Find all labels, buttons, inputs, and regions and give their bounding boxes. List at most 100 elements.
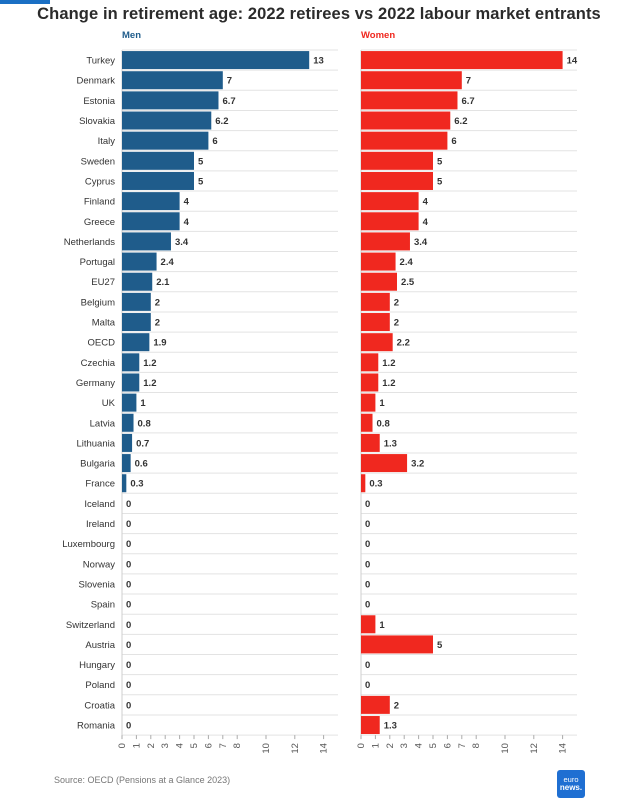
women-bar	[361, 192, 419, 211]
men-axis-tick-label: 8	[232, 743, 243, 748]
category-label: Croatia	[84, 700, 115, 711]
men-bar	[122, 212, 180, 231]
women-value-label: 14	[567, 56, 578, 67]
category-label: Turkey	[86, 56, 115, 67]
women-bar	[361, 353, 379, 372]
women-axis-tick-label: 1	[370, 743, 381, 748]
women-axis-tick-label: 5	[428, 743, 439, 748]
women-value-label: 3.2	[411, 459, 424, 470]
category-label: Sweden	[81, 156, 115, 167]
men-value-label: 0	[126, 660, 131, 671]
men-bar	[122, 292, 151, 311]
women-bar	[361, 232, 410, 251]
category-label: OECD	[88, 338, 116, 349]
men-bar	[122, 51, 310, 70]
men-value-label: 0	[126, 539, 131, 550]
category-label: Netherlands	[64, 237, 115, 248]
women-axis-tick-label: 6	[442, 743, 453, 748]
women-bar	[361, 474, 366, 493]
women-value-label: 2.5	[401, 277, 415, 288]
logo-line-2: news.	[559, 783, 583, 792]
women-value-label: 0.8	[377, 418, 390, 429]
category-label: Hungary	[79, 660, 115, 671]
men-value-label: 13	[313, 56, 324, 67]
source-note: Source: OECD (Pensions at a Glance 2023)	[54, 775, 231, 785]
women-value-label: 5	[437, 176, 443, 187]
men-value-label: 6.2	[215, 116, 228, 127]
men-bar	[122, 252, 157, 271]
men-bar	[122, 433, 133, 452]
men-bar	[122, 474, 127, 493]
men-bar	[122, 232, 171, 251]
men-value-label: 0.6	[135, 459, 148, 470]
women-value-label: 1.3	[384, 438, 397, 449]
women-axis-tick-label: 14	[558, 743, 569, 754]
men-bar	[122, 373, 140, 392]
men-axis-tick-label: 6	[203, 743, 214, 748]
men-value-label: 0.8	[138, 418, 151, 429]
women-value-label: 4	[423, 197, 429, 208]
men-bar	[122, 151, 194, 170]
women-bar	[361, 393, 376, 412]
category-label: Italy	[98, 136, 116, 147]
women-bar	[361, 91, 458, 110]
men-value-label: 1.9	[153, 338, 166, 349]
category-label: Norway	[83, 559, 115, 570]
category-label: Estonia	[83, 96, 115, 107]
category-label: Switzerland	[66, 620, 115, 631]
category-label: Slovakia	[79, 116, 116, 127]
women-value-label: 2.4	[400, 257, 414, 268]
category-label: France	[85, 479, 115, 490]
women-bar	[361, 71, 462, 90]
men-value-label: 0	[126, 579, 131, 590]
men-axis-tick-label: 3	[160, 743, 171, 748]
men-value-label: 1	[140, 398, 146, 409]
category-label: Cyprus	[85, 176, 115, 187]
men-axis-tick-label: 10	[261, 743, 272, 754]
men-value-label: 4	[184, 217, 190, 228]
men-bar	[122, 192, 180, 211]
men-value-label: 2.1	[156, 277, 170, 288]
women-bar	[361, 716, 380, 735]
women-value-label: 0	[365, 680, 370, 691]
women-value-label: 2	[394, 318, 399, 329]
women-value-label: 2.2	[397, 338, 410, 349]
men-value-label: 5	[198, 156, 204, 167]
women-value-label: 0	[365, 499, 370, 510]
men-value-label: 0	[126, 600, 131, 611]
women-value-label: 1	[379, 620, 385, 631]
category-label: Iceland	[84, 499, 115, 510]
men-value-label: 6.7	[222, 96, 235, 107]
men-axis-tick-label: 14	[319, 743, 330, 754]
men-value-label: 0.7	[136, 438, 149, 449]
category-label: Slovenia	[79, 579, 116, 590]
men-bar	[122, 413, 134, 432]
women-value-label: 1.3	[384, 721, 397, 732]
men-value-label: 4	[184, 197, 190, 208]
women-value-label: 0	[365, 559, 370, 570]
category-label: Spain	[91, 600, 115, 611]
men-value-label: 0	[126, 559, 131, 570]
women-value-label: 6	[451, 136, 456, 147]
men-value-label: 0.3	[130, 479, 143, 490]
men-value-label: 6	[212, 136, 217, 147]
men-value-label: 2	[155, 318, 160, 329]
women-value-label: 0.3	[369, 479, 382, 490]
category-label: Poland	[85, 680, 115, 691]
men-bar	[122, 313, 151, 332]
men-value-label: 0	[126, 721, 131, 732]
women-bar	[361, 615, 376, 634]
chart-title: Change in retirement age: 2022 retirees …	[37, 5, 601, 23]
women-bar	[361, 171, 433, 190]
women-value-label: 7	[466, 76, 471, 87]
men-bar	[122, 393, 137, 412]
women-bar	[361, 252, 396, 271]
category-label: Greece	[84, 217, 115, 228]
women-value-label: 0	[365, 660, 370, 671]
men-value-label: 3.4	[175, 237, 189, 248]
women-value-label: 0	[365, 519, 370, 530]
women-value-label: 2	[394, 700, 399, 711]
category-label: UK	[102, 398, 116, 409]
women-bar	[361, 131, 448, 150]
